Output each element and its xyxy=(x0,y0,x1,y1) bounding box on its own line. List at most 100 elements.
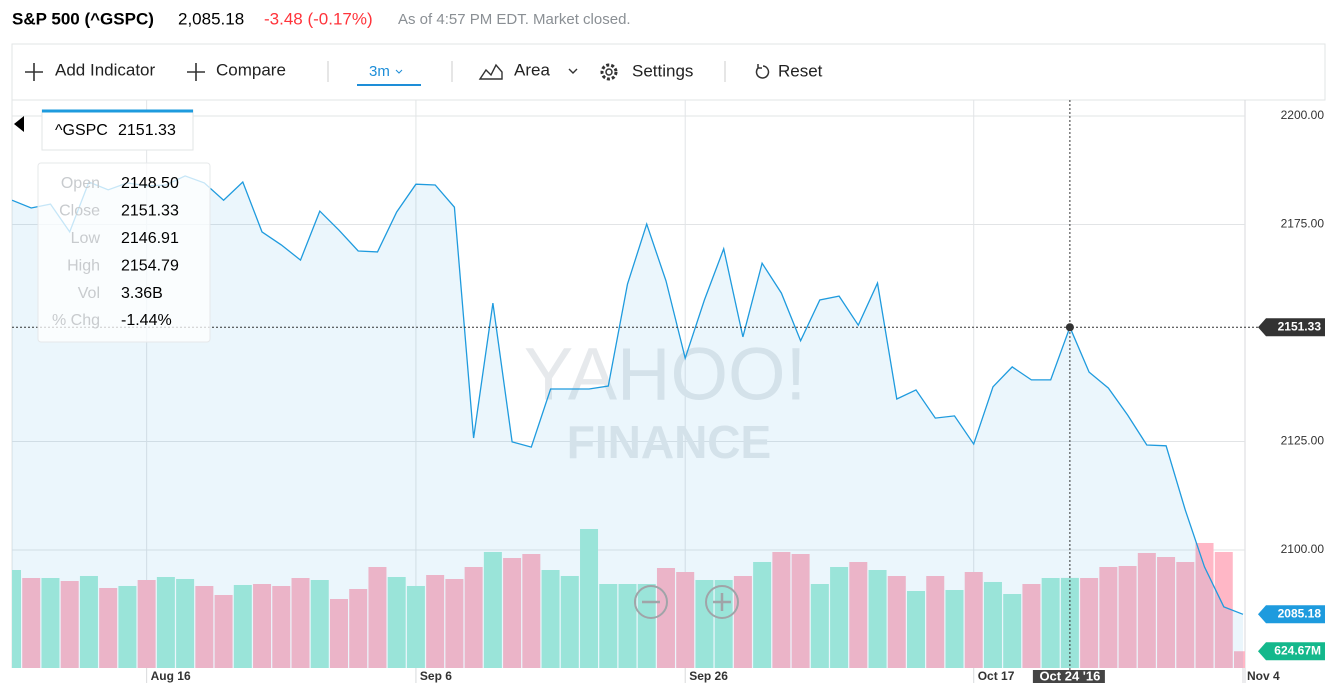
last-price-bg xyxy=(1258,605,1325,624)
volume-bar xyxy=(637,584,656,668)
volume-bar xyxy=(464,567,483,668)
x-tick-label: Sep 26 xyxy=(689,669,728,683)
last-price: 2085.18 xyxy=(1278,606,1322,620)
crosshair-dot xyxy=(1065,323,1074,332)
settings[interactable]: Settings xyxy=(632,61,693,80)
volume-bar xyxy=(618,584,637,668)
volume-bar xyxy=(772,551,791,668)
gear-icon xyxy=(600,63,618,81)
area-icon xyxy=(478,63,503,80)
watermark: YAHOO! xyxy=(524,333,806,416)
collapse-arrow[interactable] xyxy=(14,116,24,132)
caret xyxy=(568,68,578,74)
reset-icon xyxy=(755,64,770,79)
volume-bar xyxy=(483,551,502,668)
y-tick-label: 2125.00 xyxy=(1281,434,1325,448)
volume-bar xyxy=(926,575,945,668)
tooltip-value: 3.36B xyxy=(121,285,163,302)
y-tick-label: 2200.00 xyxy=(1281,108,1325,122)
tooltip xyxy=(37,162,211,343)
volume-bar xyxy=(156,577,175,668)
volume-bar xyxy=(426,574,445,668)
caret xyxy=(395,69,403,74)
crosshair-date: Oct 24 '16 xyxy=(1039,668,1100,683)
compare[interactable]: Compare xyxy=(216,60,286,79)
volume-bar xyxy=(810,584,829,668)
plus-icons xyxy=(25,63,205,81)
last-volume: 624.67M xyxy=(1274,643,1321,657)
volume-bar xyxy=(868,570,887,668)
volume-bar xyxy=(41,577,60,668)
zoom-out[interactable] xyxy=(634,585,668,619)
volume-bar xyxy=(1195,542,1214,668)
reset[interactable]: Reset xyxy=(778,61,823,80)
x-tick-label: Sep 6 xyxy=(420,669,452,683)
legend-box xyxy=(41,109,194,151)
tooltip-label: Low xyxy=(71,230,101,247)
crosshair-value: 2151.33 xyxy=(1278,319,1322,333)
volume-bar xyxy=(791,554,810,668)
volume-bar xyxy=(1041,577,1060,668)
volume-bar xyxy=(964,571,983,668)
price: 2,085.18 xyxy=(178,9,244,28)
tooltip-value: 2146.91 xyxy=(121,230,179,247)
volume-bar xyxy=(945,590,964,668)
volume-bar xyxy=(656,567,675,668)
volume-bar xyxy=(560,575,579,668)
volume-bar xyxy=(1137,552,1156,668)
symbol: S&P 500 (^GSPC) xyxy=(12,9,154,28)
volume-bar xyxy=(753,561,772,668)
tooltip-value: 2148.50 xyxy=(121,175,179,192)
volume-bar xyxy=(887,575,906,668)
volume-bar xyxy=(1234,651,1245,668)
watermark: FINANCE xyxy=(567,416,771,468)
volume-bar xyxy=(406,585,425,668)
volume-bar xyxy=(676,571,695,668)
volume-bar xyxy=(137,580,156,668)
volume-bar xyxy=(12,570,21,668)
volume-bar xyxy=(1060,577,1079,668)
add-indicator[interactable]: Add Indicator xyxy=(55,60,156,79)
volume-bar xyxy=(695,580,714,668)
change: -3.48 (-0.17%) xyxy=(264,9,373,28)
volume-bar xyxy=(79,575,98,668)
tooltip-label: Vol xyxy=(78,285,100,302)
volume-bar xyxy=(99,587,118,668)
volume-bar xyxy=(503,557,522,668)
volume-bar xyxy=(599,584,618,668)
volume-bar xyxy=(291,577,310,668)
range[interactable]: 3m xyxy=(369,63,390,80)
volume-bar xyxy=(1022,584,1041,668)
x-tick-label: Nov 4 xyxy=(1247,669,1280,683)
volume-bar xyxy=(60,581,79,668)
chart-type[interactable]: Area xyxy=(514,60,550,79)
volume-bar xyxy=(329,598,348,668)
gear-icon xyxy=(605,68,613,76)
volume-bar xyxy=(22,577,41,668)
crosshair-date-bg xyxy=(1032,670,1105,683)
volume-bar xyxy=(1118,565,1137,668)
volume-bar xyxy=(830,567,849,668)
x-tick-label: Oct 17 xyxy=(978,669,1015,683)
tooltip-label: High xyxy=(67,257,100,274)
tooltip-value: 2151.33 xyxy=(121,203,179,220)
volume-bar xyxy=(541,570,560,668)
y-tick-label: 2100.00 xyxy=(1281,542,1325,556)
volume-bar xyxy=(272,585,291,668)
price-series xyxy=(12,175,1244,668)
price-area xyxy=(12,175,1243,668)
tooltip-rows: Open 2148.50 Close 2151.33 Low 2146.91 High 215… xyxy=(52,175,179,329)
volume-bar xyxy=(233,584,252,668)
volume xyxy=(12,528,1245,668)
tooltip-label: Open xyxy=(61,175,100,192)
x-tick-label: Aug 16 xyxy=(151,669,191,683)
zoom-controls xyxy=(634,585,739,619)
zoom-in-icon xyxy=(713,593,731,611)
zoom-in[interactable] xyxy=(705,585,739,619)
volume-bar xyxy=(368,567,387,668)
volume-bar xyxy=(118,585,137,668)
toolbar xyxy=(11,43,1326,101)
overlay: 2151.33 2085.18 624.67M Oct 24 '16 xyxy=(12,100,1325,683)
volume-bar xyxy=(387,577,406,668)
